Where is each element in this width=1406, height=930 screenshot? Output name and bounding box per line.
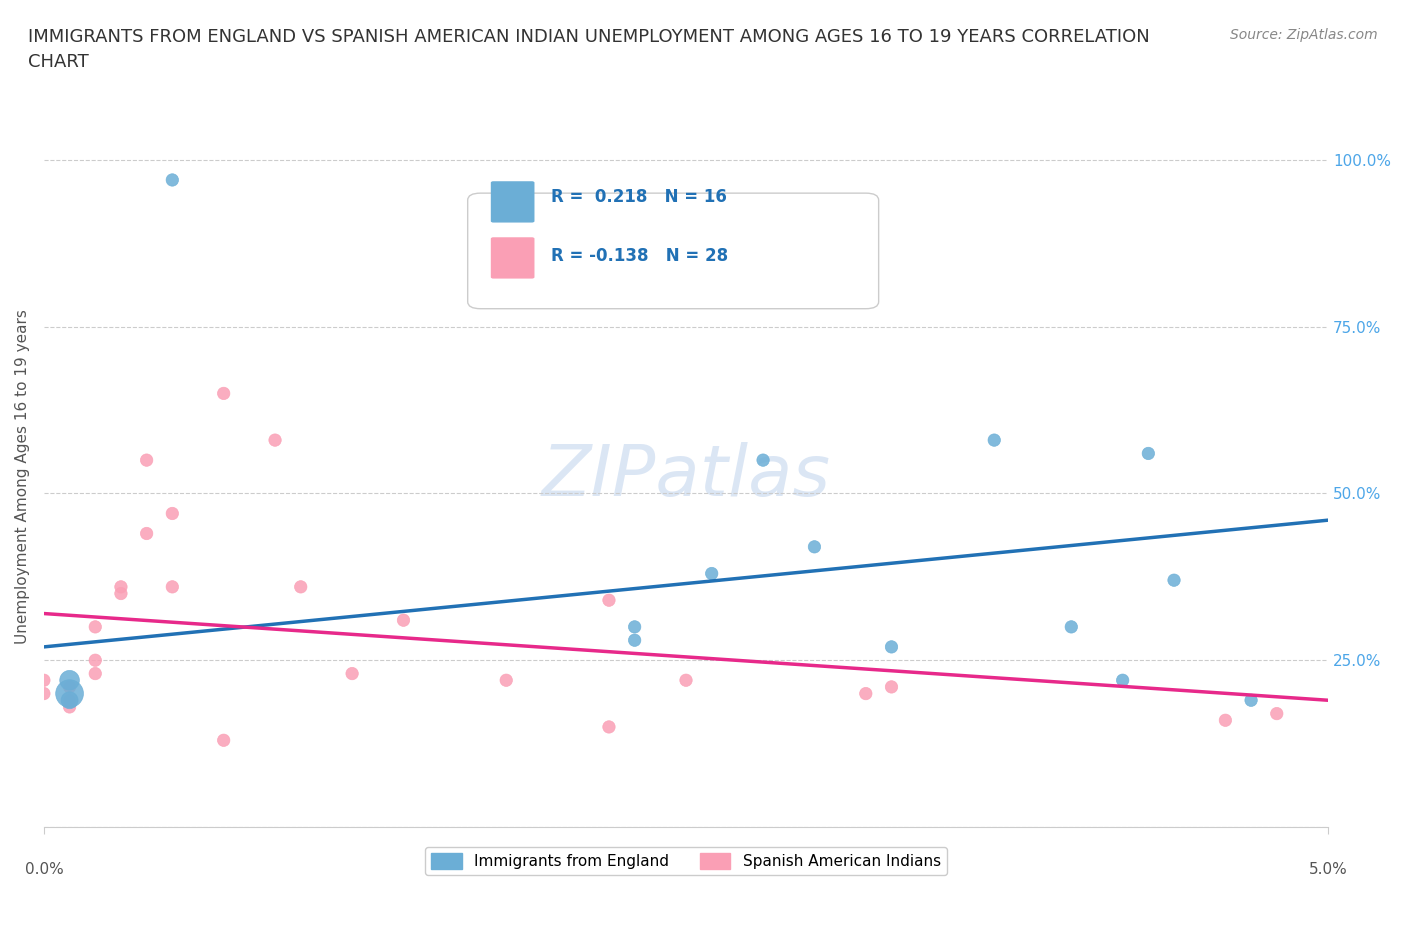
Text: R = -0.138   N = 28: R = -0.138 N = 28	[551, 247, 728, 265]
Text: IMMIGRANTS FROM ENGLAND VS SPANISH AMERICAN INDIAN UNEMPLOYMENT AMONG AGES 16 TO: IMMIGRANTS FROM ENGLAND VS SPANISH AMERI…	[28, 28, 1150, 71]
Text: 0.0%: 0.0%	[24, 862, 63, 877]
Point	[58, 680, 80, 695]
Point	[752, 453, 775, 468]
Point	[290, 579, 312, 594]
Point	[58, 672, 80, 687]
Point	[84, 666, 107, 681]
FancyBboxPatch shape	[491, 181, 534, 222]
Point	[855, 686, 877, 701]
Point	[392, 613, 415, 628]
Point	[803, 539, 825, 554]
Point	[84, 653, 107, 668]
Point	[212, 386, 235, 401]
Point	[598, 592, 620, 607]
Point	[1060, 619, 1083, 634]
Point	[135, 526, 157, 541]
Point	[1111, 672, 1133, 687]
Point	[340, 666, 363, 681]
Y-axis label: Unemployment Among Ages 16 to 19 years: Unemployment Among Ages 16 to 19 years	[15, 310, 30, 644]
Point	[32, 686, 55, 701]
Point	[623, 632, 645, 647]
Point	[623, 619, 645, 634]
FancyBboxPatch shape	[468, 193, 879, 309]
Point	[58, 693, 80, 708]
Point	[880, 680, 903, 695]
Text: R =  0.218   N = 16: R = 0.218 N = 16	[551, 188, 727, 206]
Point	[84, 619, 107, 634]
Point	[1240, 693, 1263, 708]
Point	[264, 432, 287, 447]
Point	[675, 672, 697, 687]
Point	[110, 579, 132, 594]
Point	[1265, 706, 1288, 721]
Point	[700, 566, 723, 581]
Point	[212, 733, 235, 748]
Point	[58, 699, 80, 714]
Text: ZIPatlas: ZIPatlas	[541, 443, 831, 512]
Point	[58, 693, 80, 708]
Text: Source: ZipAtlas.com: Source: ZipAtlas.com	[1230, 28, 1378, 42]
Point	[495, 672, 517, 687]
Point	[162, 579, 184, 594]
Point	[1215, 712, 1237, 727]
Point	[135, 453, 157, 468]
Point	[58, 686, 80, 701]
Point	[1137, 446, 1160, 461]
Point	[110, 586, 132, 601]
Legend: Immigrants from England, Spanish American Indians: Immigrants from England, Spanish America…	[425, 847, 946, 875]
Point	[32, 672, 55, 687]
Point	[983, 432, 1005, 447]
Point	[162, 506, 184, 521]
Text: 5.0%: 5.0%	[1309, 862, 1347, 877]
FancyBboxPatch shape	[491, 237, 534, 279]
Point	[1163, 573, 1185, 588]
Point	[880, 640, 903, 655]
Point	[162, 173, 184, 188]
Point	[598, 720, 620, 735]
